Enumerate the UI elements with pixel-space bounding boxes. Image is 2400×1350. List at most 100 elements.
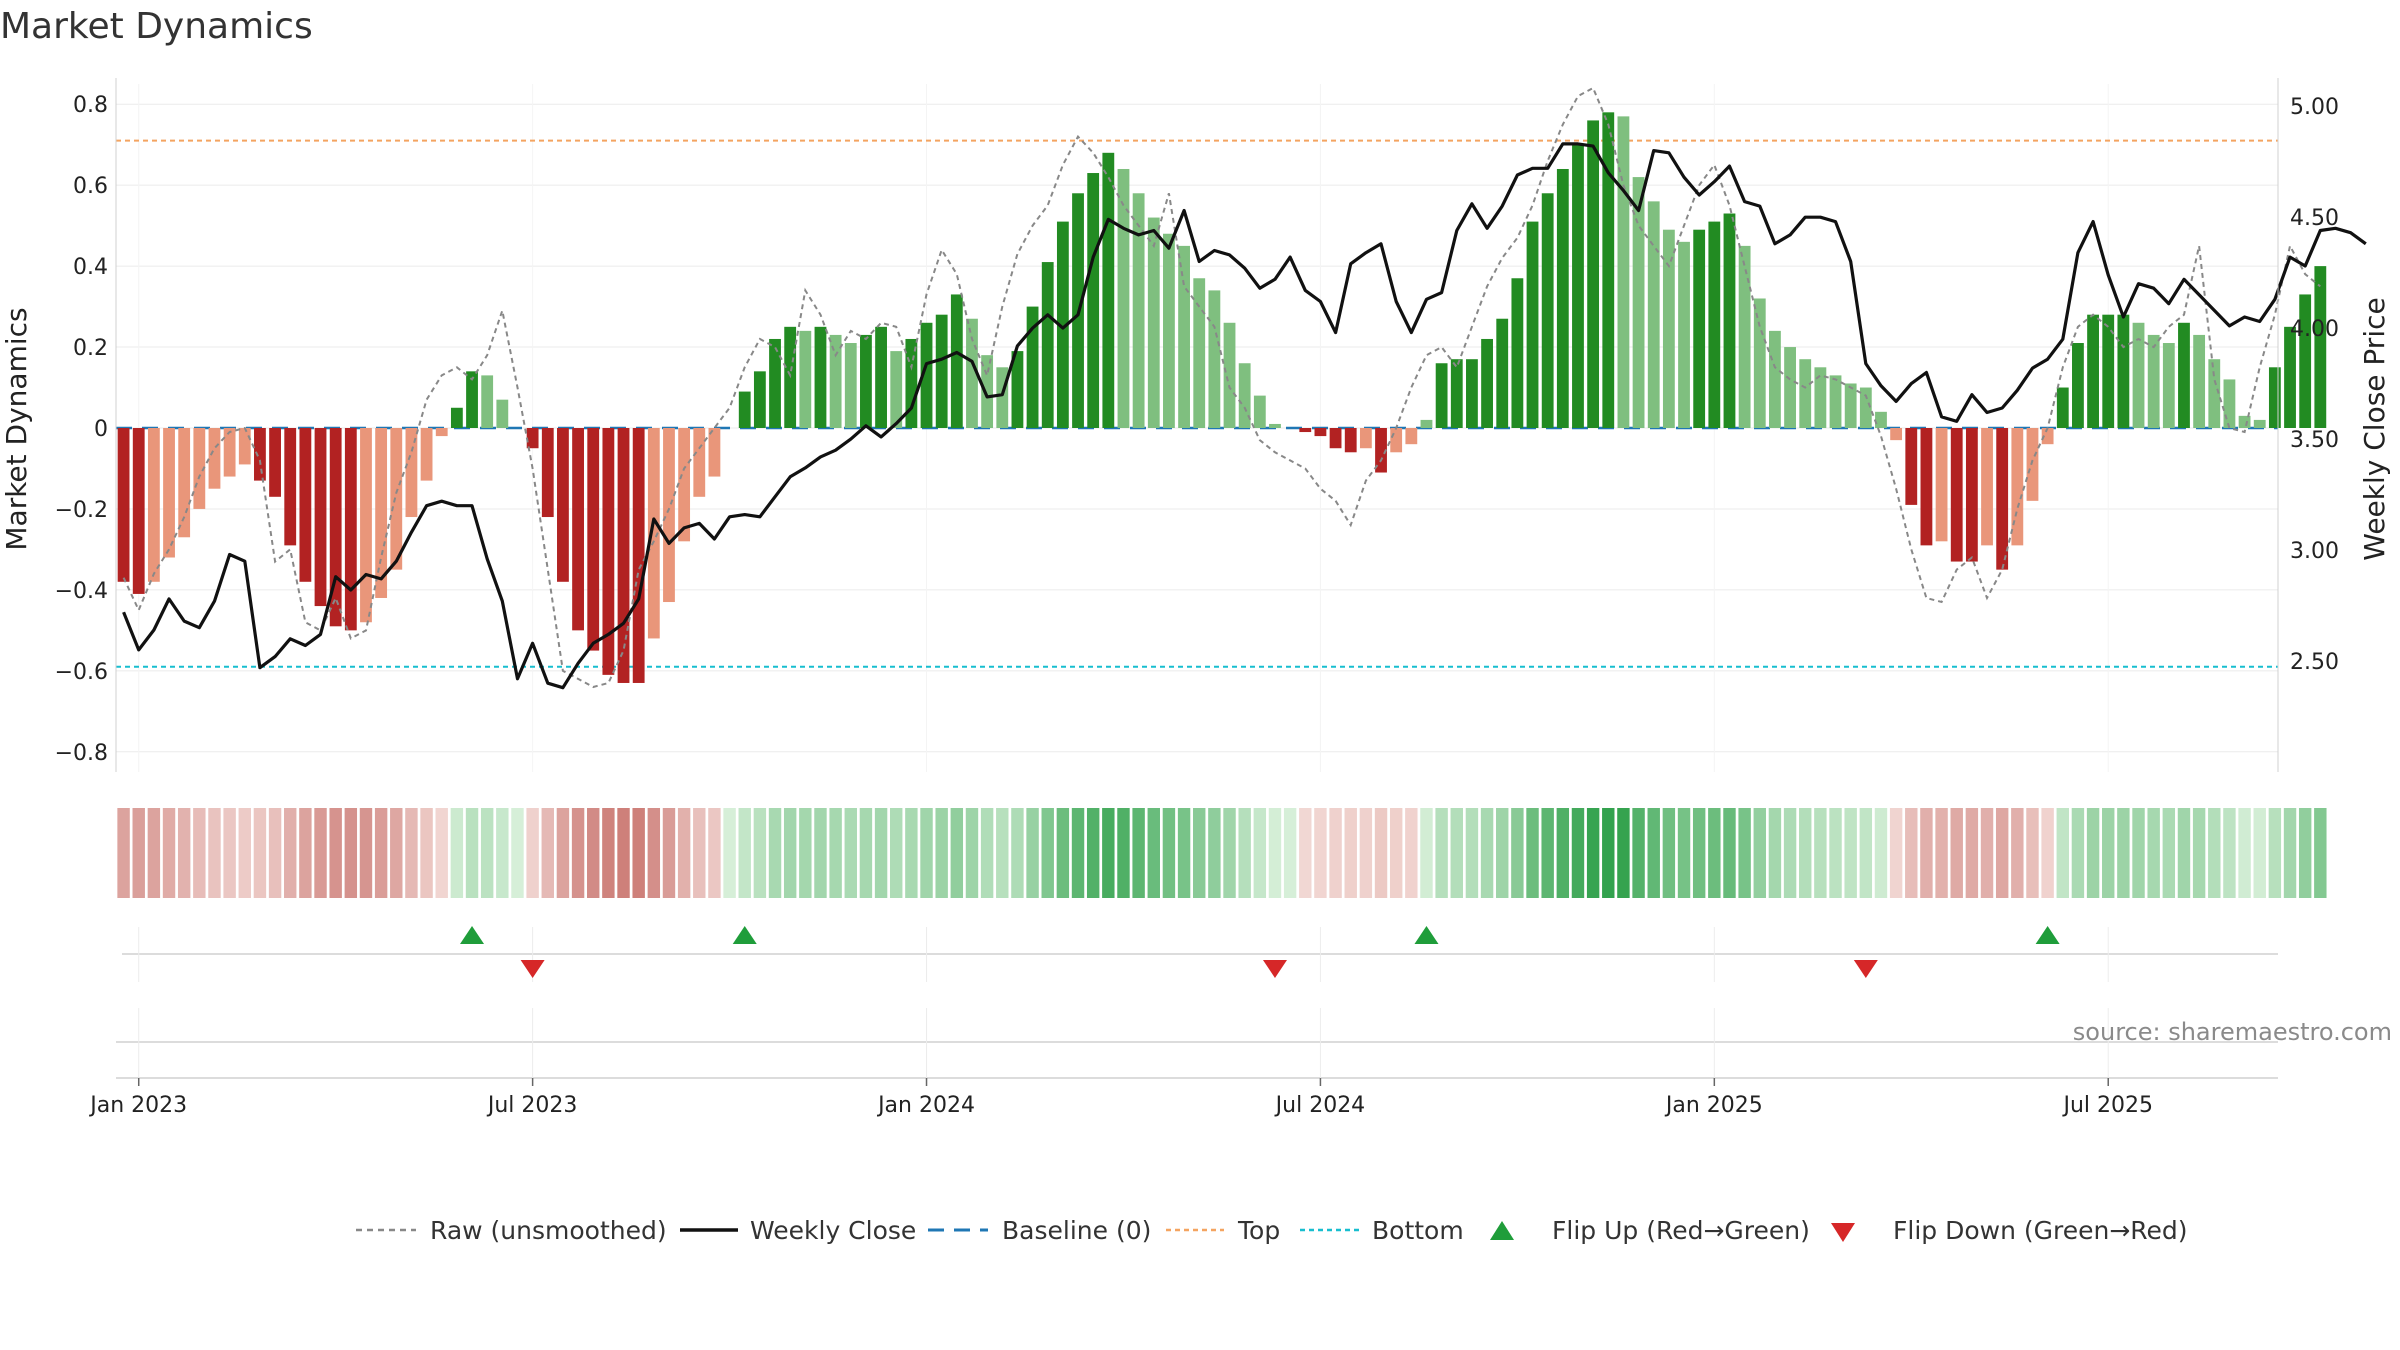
momentum-bar-126 bbox=[2026, 428, 2039, 501]
momentum-bar-94 bbox=[1541, 193, 1554, 428]
momentum-bar-88 bbox=[1450, 359, 1463, 428]
left-tick-label: −0.2 bbox=[55, 498, 108, 523]
momentum-bar-19 bbox=[405, 428, 418, 518]
left-tick-label: 0.4 bbox=[73, 255, 108, 280]
x-tick-label: Jan 2024 bbox=[876, 1093, 975, 1118]
flip-up-marker-3 bbox=[2035, 926, 2060, 944]
right-tick-label: 4.00 bbox=[2290, 317, 2339, 342]
heat-cell-126 bbox=[2026, 808, 2039, 898]
momentum-bar-71 bbox=[1193, 278, 1206, 428]
heat-cell-23 bbox=[465, 808, 479, 898]
heat-cell-80 bbox=[1329, 808, 1342, 898]
momentum-bar-133 bbox=[2132, 322, 2145, 428]
momentum-bar-85 bbox=[1405, 428, 1418, 445]
momentum-bar-49 bbox=[860, 334, 872, 428]
momentum-bar-0 bbox=[117, 428, 130, 582]
legend-flip-down-label: Flip Down (Green→Red) bbox=[1893, 1216, 2188, 1245]
momentum-bar-30 bbox=[572, 428, 584, 631]
heat-cell-5 bbox=[193, 808, 206, 898]
heat-cell-142 bbox=[2268, 808, 2282, 898]
momentum-bar-98 bbox=[1602, 112, 1615, 429]
momentum-bar-32 bbox=[602, 428, 615, 675]
flip-down-marker-0 bbox=[520, 960, 545, 978]
heat-cell-78 bbox=[1299, 808, 1312, 898]
momentum-bar-29 bbox=[557, 428, 569, 582]
momentum-bar-24 bbox=[481, 375, 494, 428]
momentum-bar-111 bbox=[1799, 359, 1812, 428]
momentum-bar-8 bbox=[238, 428, 251, 465]
heat-cell-39 bbox=[708, 808, 721, 898]
heat-cell-12 bbox=[299, 808, 312, 898]
momentum-bar-52 bbox=[905, 338, 918, 428]
raw-unsmoothed-line bbox=[122, 86, 2321, 689]
x-tick-label: Jul 2024 bbox=[1274, 1093, 1366, 1118]
heat-cell-97 bbox=[1586, 808, 1600, 898]
heat-cell-15 bbox=[344, 808, 358, 898]
left-tick-label: −0.6 bbox=[55, 660, 108, 685]
heat-cell-51 bbox=[890, 808, 903, 898]
momentum-bar-59 bbox=[1011, 351, 1024, 428]
heat-cell-7 bbox=[223, 808, 236, 898]
momentum-bar-145 bbox=[2314, 266, 2327, 428]
momentum-bar-2 bbox=[147, 428, 160, 582]
momentum-bar-11 bbox=[284, 428, 297, 546]
momentum-bar-27 bbox=[526, 428, 539, 449]
heat-cell-75 bbox=[1253, 808, 1267, 898]
momentum-bar-42 bbox=[753, 371, 766, 428]
momentum-bar-53 bbox=[920, 322, 933, 428]
heat-cell-103 bbox=[1677, 808, 1691, 898]
heat-cell-57 bbox=[980, 808, 994, 898]
right-tick-label: 5.00 bbox=[2290, 95, 2339, 120]
momentum-bar-127 bbox=[2041, 428, 2054, 445]
source-credit: source: sharemaestro.com bbox=[2073, 1018, 2392, 1046]
heat-cell-56 bbox=[965, 808, 979, 898]
momentum-bar-21 bbox=[435, 428, 448, 437]
momentum-bar-5 bbox=[193, 428, 206, 509]
heat-cell-17 bbox=[374, 808, 388, 898]
heat-cell-30 bbox=[571, 808, 585, 898]
right-tick-label: 2.50 bbox=[2290, 650, 2339, 675]
flip-up-marker-0 bbox=[460, 926, 485, 944]
momentum-bar-129 bbox=[2072, 343, 2084, 428]
heat-cell-0 bbox=[117, 808, 130, 898]
heat-cell-124 bbox=[1995, 808, 2009, 898]
heat-cell-96 bbox=[1571, 808, 1585, 898]
heat-cell-44 bbox=[783, 808, 797, 898]
heat-cell-95 bbox=[1556, 808, 1570, 898]
heat-cell-104 bbox=[1692, 808, 1706, 898]
heat-cell-74 bbox=[1238, 808, 1251, 898]
momentum-bar-67 bbox=[1132, 193, 1145, 428]
momentum-bar-1 bbox=[132, 428, 145, 594]
raw-series bbox=[122, 86, 2321, 689]
momentum-bar-120 bbox=[1935, 428, 1948, 542]
heat-cell-121 bbox=[1950, 808, 1963, 898]
heat-cell-28 bbox=[541, 808, 554, 898]
momentum-bar-65 bbox=[1102, 152, 1115, 429]
heat-cell-22 bbox=[450, 808, 464, 898]
momentum-bar-116 bbox=[1875, 411, 1887, 428]
left-tick-label: −0.8 bbox=[55, 741, 108, 766]
heat-cell-102 bbox=[1662, 808, 1676, 898]
legend-raw-label: Raw (unsmoothed) bbox=[430, 1216, 667, 1245]
heat-cell-68 bbox=[1147, 808, 1160, 898]
heat-cell-115 bbox=[1859, 808, 1873, 898]
momentum-bar-141 bbox=[2253, 419, 2266, 428]
heat-cell-114 bbox=[1844, 808, 1857, 898]
heat-cell-20 bbox=[420, 808, 433, 898]
momentum-bar-105 bbox=[1708, 221, 1721, 428]
heat-cell-26 bbox=[511, 808, 524, 898]
heat-cell-143 bbox=[2283, 808, 2297, 898]
momentum-bar-106 bbox=[1723, 213, 1736, 428]
right-tick-label: 3.50 bbox=[2290, 428, 2339, 453]
heat-cell-83 bbox=[1374, 808, 1388, 898]
momentum-bar-36 bbox=[663, 428, 675, 603]
momentum-bar-87 bbox=[1435, 363, 1448, 428]
heat-cell-77 bbox=[1283, 808, 1297, 898]
heat-cell-94 bbox=[1541, 808, 1554, 898]
heat-cell-10 bbox=[268, 808, 282, 898]
momentum-bar-136 bbox=[2178, 322, 2190, 428]
heat-cell-120 bbox=[1935, 808, 1948, 898]
momentum-bar-132 bbox=[2117, 314, 2130, 428]
heat-cell-89 bbox=[1465, 808, 1479, 898]
flip-up-marker-1 bbox=[732, 926, 757, 944]
